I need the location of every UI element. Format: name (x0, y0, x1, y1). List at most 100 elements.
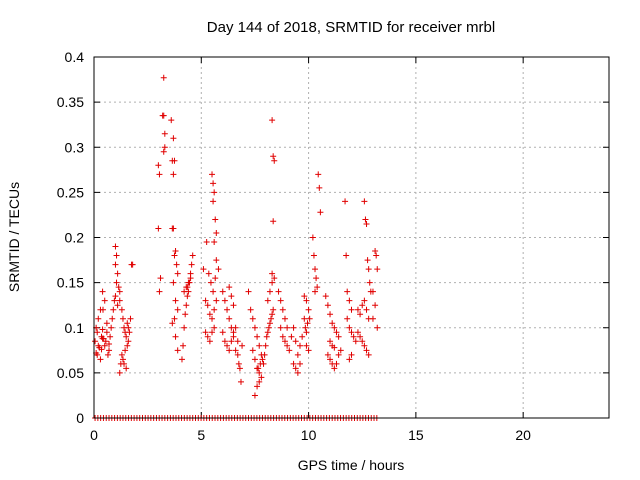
data-point (115, 284, 122, 291)
data-point (257, 360, 264, 367)
data-point (184, 284, 191, 291)
data-point (100, 306, 107, 313)
data-point (110, 306, 117, 313)
data-point (189, 252, 196, 259)
data-point (344, 315, 351, 322)
data-point (266, 288, 273, 295)
data-point (277, 324, 284, 331)
data-point (103, 320, 110, 327)
data-point (251, 356, 258, 363)
data-point (99, 326, 106, 333)
y-tick-label: 0.25 (57, 184, 84, 200)
data-point (294, 369, 301, 376)
data-point (268, 315, 275, 322)
x-axis-label: GPS time / hours (298, 457, 405, 473)
data-point (123, 333, 130, 340)
data-point (324, 351, 331, 358)
data-point (284, 324, 291, 331)
data-point (327, 311, 334, 318)
data-point (251, 324, 258, 331)
data-point (237, 378, 244, 385)
data-point (363, 306, 370, 313)
data-point (118, 351, 125, 358)
chart-title: Day 144 of 2018, SRMTID for receiver mrb… (207, 19, 495, 36)
data-point (118, 306, 125, 313)
data-point (369, 288, 376, 295)
data-point (174, 347, 181, 354)
data-point (372, 248, 379, 255)
data-point (128, 261, 135, 268)
data-point (185, 279, 192, 286)
data-point (239, 342, 246, 349)
data-point (346, 297, 353, 304)
data-point (333, 360, 340, 367)
data-point (170, 135, 177, 142)
data-point (269, 279, 276, 286)
data-point (200, 266, 207, 273)
data-point (170, 279, 177, 286)
data-point (306, 315, 313, 322)
data-point (188, 261, 195, 268)
data-point (202, 329, 209, 336)
data-point (160, 74, 167, 81)
data-point (213, 229, 220, 236)
data-point (181, 288, 188, 295)
data-point (254, 383, 261, 390)
data-point (271, 157, 278, 164)
x-tick-label: 10 (301, 427, 317, 443)
data-point (112, 261, 119, 268)
data-point (303, 297, 310, 304)
data-point (288, 333, 295, 340)
data-point (269, 117, 276, 124)
data-point (374, 266, 381, 273)
data-point (333, 329, 340, 336)
data-point (232, 347, 239, 354)
data-point (215, 266, 222, 273)
data-point (228, 293, 235, 300)
data-point (205, 270, 212, 277)
data-point (329, 320, 336, 327)
data-point (292, 338, 299, 345)
y-axis-label: SRMTID / TECUs (6, 182, 22, 292)
data-point (202, 297, 209, 304)
data-point (114, 302, 121, 309)
data-point (181, 324, 188, 331)
data-point (228, 338, 235, 345)
data-point (361, 297, 368, 304)
data-point (104, 351, 111, 358)
data-point (302, 324, 309, 331)
data-point (123, 365, 130, 372)
data-point (255, 365, 262, 372)
data-point (290, 360, 297, 367)
data-point (184, 293, 191, 300)
x-tick-label: 5 (197, 427, 205, 443)
data-point (263, 333, 270, 340)
y-tick-label: 0.4 (65, 49, 85, 65)
data-point (178, 356, 185, 363)
data-point (122, 347, 129, 354)
data-point (116, 297, 123, 304)
data-point (258, 374, 265, 381)
data-point (95, 315, 102, 322)
y-tick-label: 0.2 (65, 230, 85, 246)
data-point (172, 248, 179, 255)
data-point (212, 275, 219, 282)
data-point (221, 338, 228, 345)
plot-frame (93, 56, 610, 419)
data-point (269, 311, 276, 318)
data-point (117, 360, 124, 367)
data-point (174, 270, 181, 277)
data-point (124, 342, 131, 349)
data-point (219, 288, 226, 295)
data-point (213, 297, 220, 304)
data-point (354, 329, 361, 336)
data-point (226, 347, 233, 354)
data-point (365, 351, 372, 358)
data-point (125, 338, 132, 345)
data-point (119, 315, 126, 322)
data-point (317, 209, 324, 216)
data-point (210, 180, 217, 187)
data-point (157, 275, 164, 282)
data-point (262, 342, 269, 349)
data-point (266, 320, 273, 327)
